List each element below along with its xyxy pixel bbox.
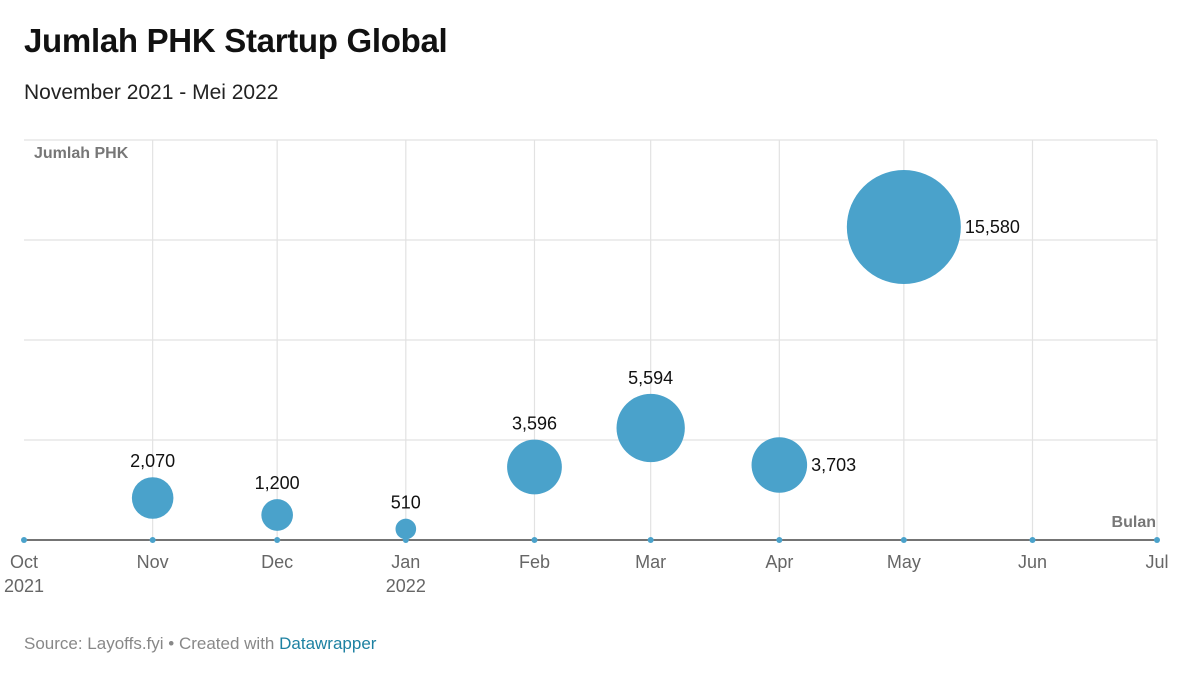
x-tick-dot	[647, 537, 654, 543]
x-tick-label: Jun	[1018, 552, 1047, 572]
data-label: 3,596	[512, 414, 557, 434]
x-tick-dot	[531, 537, 538, 543]
bubble-point	[131, 477, 174, 519]
chart-title: Jumlah PHK Startup Global	[24, 22, 448, 59]
datawrapper-link[interactable]: Datawrapper	[279, 634, 377, 653]
source-text: Source: Layoffs.fyi	[24, 634, 164, 653]
x-tick-dot	[274, 537, 281, 543]
x-tick-label: Jan	[391, 552, 420, 572]
data-labels: 2,070 1,200 510 3,596 5,594 3,703 15,580	[130, 217, 1020, 513]
grid-lines	[24, 139, 1158, 540]
x-tick-label: Oct	[10, 552, 38, 572]
bubble-point	[751, 437, 808, 493]
bubbles	[131, 170, 961, 540]
data-label: 2,070	[130, 451, 175, 471]
footer-separator: •	[163, 634, 179, 653]
x-tick-dot	[776, 537, 783, 543]
x-tick-dot	[1029, 537, 1036, 543]
x-tick-label: May	[887, 552, 921, 572]
data-label: 510	[391, 493, 421, 513]
x-axis-label: Bulan	[1112, 514, 1156, 531]
bubble-point	[261, 499, 293, 531]
x-tick-label: Jul	[1145, 552, 1168, 572]
bubble-point	[395, 518, 417, 540]
x-tick-dot	[149, 537, 156, 543]
x-axis-ticks: Oct 2021 Nov Dec Jan 2022 Feb Mar Apr May Jun Jul	[4, 537, 1169, 596]
x-tick-label: Nov	[137, 552, 169, 572]
bubble-point	[507, 439, 562, 495]
created-with-text: Created with	[178, 634, 280, 653]
x-tick-sublabel: 2022	[386, 576, 426, 596]
data-label: 3,703	[811, 455, 856, 475]
data-label: 1,200	[255, 473, 300, 493]
bubble-chart: Oct 2021 Nov Dec Jan 2022 Feb Mar Apr May Jun Jul 2…	[4, 139, 1169, 596]
data-label: 5,594	[628, 368, 673, 388]
bubble-point	[846, 170, 961, 284]
x-tick-sublabel: 2021	[4, 576, 44, 596]
data-label: 15,580	[965, 217, 1020, 237]
footer: Source: Layoffs.fyi • Created with Dataw…	[24, 634, 376, 654]
x-tick-label: Feb	[519, 552, 550, 572]
x-tick-label: Dec	[261, 552, 293, 572]
x-tick-dot	[1154, 537, 1160, 543]
bubble-point	[616, 393, 685, 463]
chart-subtitle: November 2021 - Mei 2022	[24, 81, 279, 104]
x-tick-dot	[900, 537, 907, 543]
x-tick-dot	[21, 537, 27, 543]
x-tick-label: Apr	[765, 552, 793, 572]
y-axis-label: Jumlah PHK	[34, 145, 129, 162]
x-tick-label: Mar	[635, 552, 666, 572]
